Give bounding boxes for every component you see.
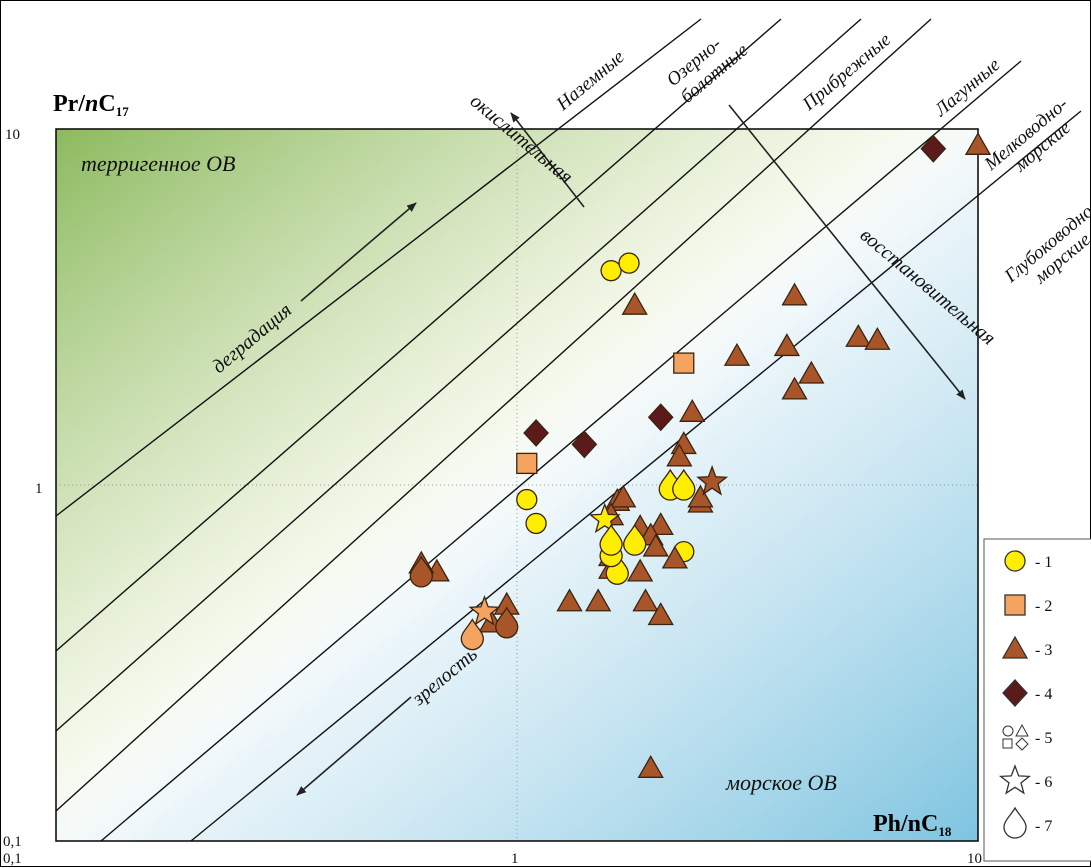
legend-symbol-6 (998, 764, 1032, 795)
point-group4-diamond (571, 430, 598, 459)
zone-label-1: Озерно-болотные (663, 23, 753, 108)
point-group3-triangle (647, 512, 674, 536)
zone-line-4 (55, 18, 932, 812)
point-group7-drop (623, 523, 647, 556)
point-group6-star (468, 595, 501, 626)
point-group7-drop (495, 606, 519, 639)
legend-label-6: - 6 (1035, 774, 1052, 791)
point-group3-triangle (632, 588, 659, 612)
legend-symbol-1 (1004, 550, 1026, 572)
point-group7-drop (460, 618, 484, 651)
point-group3-triangle (621, 291, 648, 315)
terrigenous-label: терригенное ОВ (81, 151, 235, 176)
data-points (408, 131, 992, 778)
legend-label-4: - 4 (1035, 686, 1052, 703)
point-group4-diamond (647, 403, 674, 432)
zone-label-2: Прибрежные (798, 29, 895, 115)
point-group1-circle (618, 252, 640, 274)
point-group3-triangle (661, 545, 688, 569)
legend-label-7: - 7 (1035, 818, 1052, 835)
point-group1-circle (516, 488, 538, 511)
point-group3-triangle (845, 323, 872, 347)
oxidizing-arrow (510, 112, 585, 208)
point-group3-triangle (798, 360, 825, 384)
zone-label-5: Глубоководно-морские (1000, 197, 1091, 303)
point-group3-triangle (864, 326, 891, 350)
point-group3-triangle (964, 131, 992, 155)
y-tick-10: 10 (5, 127, 20, 143)
point-group3-triangle (666, 443, 693, 467)
legend-label-3: - 3 (1035, 642, 1052, 659)
point-group3-triangle (642, 533, 669, 557)
legend-label-5: - 5 (1035, 730, 1052, 747)
point-group2-square (673, 352, 695, 374)
point-group7-drop (599, 523, 623, 556)
point-group3-triangle (723, 342, 751, 366)
legend-label-1: - 1 (1035, 554, 1052, 571)
point-group3-triangle (773, 333, 801, 357)
point-group3-triangle (687, 484, 714, 508)
x-tick-0.1: 0,1 (3, 851, 22, 867)
point-group3-triangle (781, 376, 808, 400)
zone-line-1 (55, 18, 702, 517)
point-group1-circle (525, 512, 547, 535)
point-group3-triangle (627, 558, 654, 582)
point-group3-triangle (585, 588, 612, 612)
degradation-arrow (300, 202, 417, 302)
legend-symbol-4 (1002, 679, 1028, 707)
reducing-arrow (728, 104, 966, 400)
plot-area (55, 128, 979, 842)
point-group3-triangle (637, 755, 664, 778)
point-group3-triangle (679, 399, 706, 422)
legend: - 1 - 2 - 3 - 4 - 5 - 6 - 7 (983, 538, 1091, 862)
point-group7-drop (672, 468, 696, 501)
point-group6-star (588, 502, 621, 534)
point-group6-star (696, 465, 729, 496)
point-group7-drop (409, 555, 433, 588)
zone-boundary-lines (55, 18, 1082, 842)
zone-label-4: Мелководно-морские (980, 93, 1085, 190)
zone-line-5 (100, 60, 1022, 842)
legend-label-2: - 2 (1035, 598, 1052, 615)
zone-line-2 (55, 18, 782, 652)
x-axis-label: Ph/nC18 (873, 811, 952, 839)
point-group2-square (516, 452, 538, 475)
x-tick-1: 1 (511, 851, 519, 867)
point-group4-diamond (920, 134, 947, 163)
y-tick-1: 1 (35, 481, 43, 497)
zone-label-3: Лагунные (930, 54, 1004, 121)
point-group3-triangle (647, 602, 674, 626)
maturity-arrow (296, 696, 412, 796)
point-group3-triangle (556, 588, 583, 612)
y-tick-0.1: 0,1 (3, 834, 22, 850)
y-axis-label: Pr/nC17 (53, 91, 129, 119)
zone-line-6 (190, 110, 1082, 842)
legend-box (983, 538, 1091, 862)
legend-symbol-2 (1004, 594, 1026, 616)
legend-symbol-7 (1003, 806, 1027, 839)
point-group3-triangle (781, 282, 808, 306)
marine-label: морское ОВ (725, 770, 837, 795)
x-tick-10: 10 (967, 851, 982, 867)
point-group3-triangle (610, 484, 637, 508)
tick-labels: 10 1 0,1 0,1 1 10 (3, 127, 982, 867)
legend-symbol-5 (1002, 723, 1029, 751)
point-group1-circle (600, 260, 622, 282)
zone-line-3 (55, 18, 862, 732)
legend-symbol-3 (1001, 635, 1029, 659)
point-group4-diamond (523, 419, 549, 447)
